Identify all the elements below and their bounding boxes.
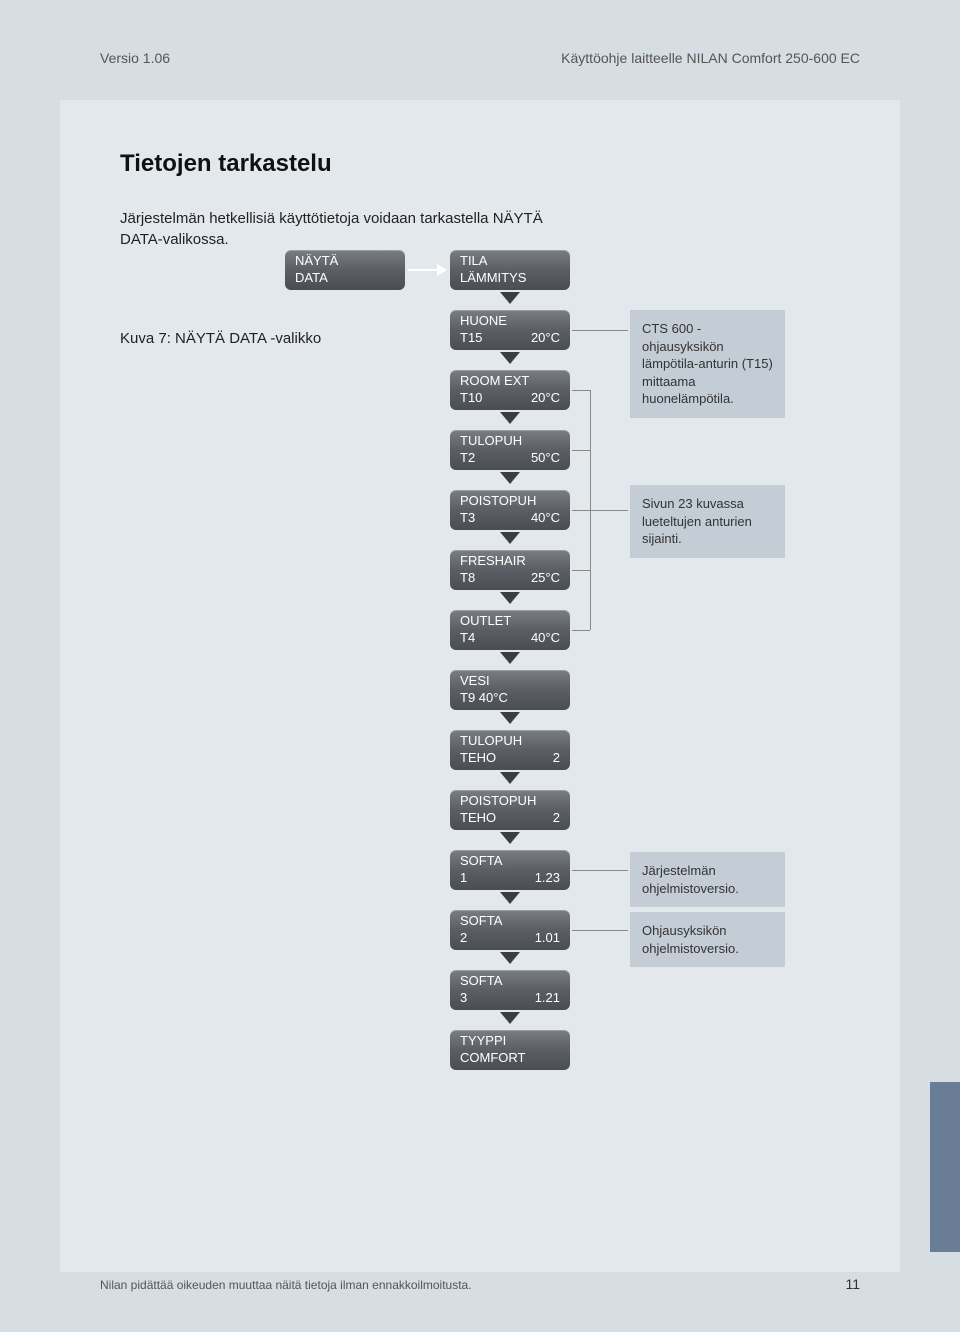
connector-line [572, 870, 628, 871]
connector-line [591, 510, 628, 511]
box-label: TULOPUH [460, 433, 570, 450]
box-tulopuh-teho: TULOPUH TEHO 2 [450, 730, 570, 770]
box-label: TYYPPI [460, 1033, 570, 1050]
box-label: HUONE [460, 313, 570, 330]
box-label: ROOM EXT [460, 373, 570, 390]
box-label: SOFTA [460, 973, 570, 990]
box-softa3: SOFTA 3 1.21 [450, 970, 570, 1010]
arrow-down-icon [500, 592, 520, 604]
box-label: T10 [460, 390, 482, 407]
footer-disclaimer: Nilan pidättää oikeuden muuttaa näitä ti… [100, 1278, 472, 1292]
box-value: 2 [553, 810, 560, 827]
box-label: NÄYTÄ [295, 253, 405, 270]
box-label: POISTOPUH [460, 793, 570, 810]
arrow-down-icon [500, 532, 520, 544]
box-label: VESI [460, 673, 570, 690]
box-huone: HUONE T15 20°C [450, 310, 570, 350]
box-tulopuh: TULOPUH T2 50°C [450, 430, 570, 470]
arrow-down-icon [500, 1012, 520, 1024]
arrow-down-icon [500, 712, 520, 724]
box-tila: TILA LÄMMITYS [450, 250, 570, 290]
box-value: 1.01 [535, 930, 560, 947]
box-value: 50°C [531, 450, 560, 467]
box-nayta-data: NÄYTÄ DATA [285, 250, 405, 290]
box-label: SOFTA [460, 853, 570, 870]
arrow-down-icon [500, 952, 520, 964]
box-label: SOFTA [460, 913, 570, 930]
box-label: T8 [460, 570, 475, 587]
intro-text: Järjestelmän hetkellisiä käyttötietoja v… [120, 208, 580, 250]
note-cts600: CTS 600 -ohjausyksikön lämpötila-anturin… [630, 310, 785, 418]
box-outlet: OUTLET T4 40°C [450, 610, 570, 650]
note-system-version: Järjestelmän ohjelmistoversio. [630, 852, 785, 907]
box-value: 25°C [531, 570, 560, 587]
arrow-down-icon [500, 892, 520, 904]
note-controller-version: Ohjausyksikön ohjelmistoversio. [630, 912, 785, 967]
note-sensors: Sivun 23 kuvassa lueteltujen anturien si… [630, 485, 785, 558]
box-label: T4 [460, 630, 475, 647]
connector-line [572, 930, 628, 931]
box-label: POISTOPUH [460, 493, 570, 510]
content-area: Tietojen tarkastelu Järjestelmän hetkell… [60, 100, 900, 1272]
box-label: TEHO [460, 810, 496, 827]
arrow-right-icon [408, 269, 446, 271]
box-value: COMFORT [460, 1050, 570, 1067]
box-label: OUTLET [460, 613, 570, 630]
box-softa1: SOFTA 1 1.23 [450, 850, 570, 890]
box-value: 40°C [531, 630, 560, 647]
connector-line [572, 450, 590, 451]
box-vesi: VESI T9 40°C [450, 670, 570, 710]
box-label: 2 [460, 930, 467, 947]
box-value: 1.21 [535, 990, 560, 1007]
box-label: FRESHAIR [460, 553, 570, 570]
box-value: 20°C [531, 390, 560, 407]
connector-line [572, 390, 590, 391]
box-label: T2 [460, 450, 475, 467]
box-value: T9 40°C [460, 690, 570, 707]
connector-line [572, 330, 628, 331]
arrow-down-icon [500, 412, 520, 424]
side-tab [930, 1082, 960, 1252]
box-label: TILA [460, 253, 570, 270]
box-label: TEHO [460, 750, 496, 767]
header-manual-title: Käyttöohje laitteelle NILAN Comfort 250-… [561, 50, 860, 66]
box-poistopuh: POISTOPUH T3 40°C [450, 490, 570, 530]
arrow-down-icon [500, 772, 520, 784]
arrow-down-icon [500, 292, 520, 304]
box-label: LÄMMITYS [460, 270, 570, 287]
box-poistopuh-teho: POISTOPUH TEHO 2 [450, 790, 570, 830]
connector-line [572, 570, 590, 571]
box-softa2: SOFTA 2 1.01 [450, 910, 570, 950]
box-label: DATA [295, 270, 405, 287]
box-value: 40°C [531, 510, 560, 527]
section-title: Tietojen tarkastelu [120, 150, 840, 178]
page-number: 11 [845, 1276, 860, 1292]
arrow-down-icon [500, 472, 520, 484]
box-label: 1 [460, 870, 467, 887]
header-version: Versio 1.06 [100, 50, 170, 66]
page: Versio 1.06 Käyttöohje laitteelle NILAN … [0, 0, 960, 1332]
box-label: 3 [460, 990, 467, 1007]
box-label: T3 [460, 510, 475, 527]
arrow-down-icon [500, 352, 520, 364]
box-tyyppi: TYYPPI COMFORT [450, 1030, 570, 1070]
box-roomext: ROOM EXT T10 20°C [450, 370, 570, 410]
connector-line [572, 510, 590, 511]
figure-caption: Kuva 7: NÄYTÄ DATA -valikko [120, 330, 321, 347]
arrow-down-icon [500, 652, 520, 664]
arrow-down-icon [500, 832, 520, 844]
box-value: 2 [553, 750, 560, 767]
connector-line [572, 630, 590, 631]
box-label: TULOPUH [460, 733, 570, 750]
box-freshair: FRESHAIR T8 25°C [450, 550, 570, 590]
box-label: T15 [460, 330, 482, 347]
box-value: 20°C [531, 330, 560, 347]
box-value: 1.23 [535, 870, 560, 887]
